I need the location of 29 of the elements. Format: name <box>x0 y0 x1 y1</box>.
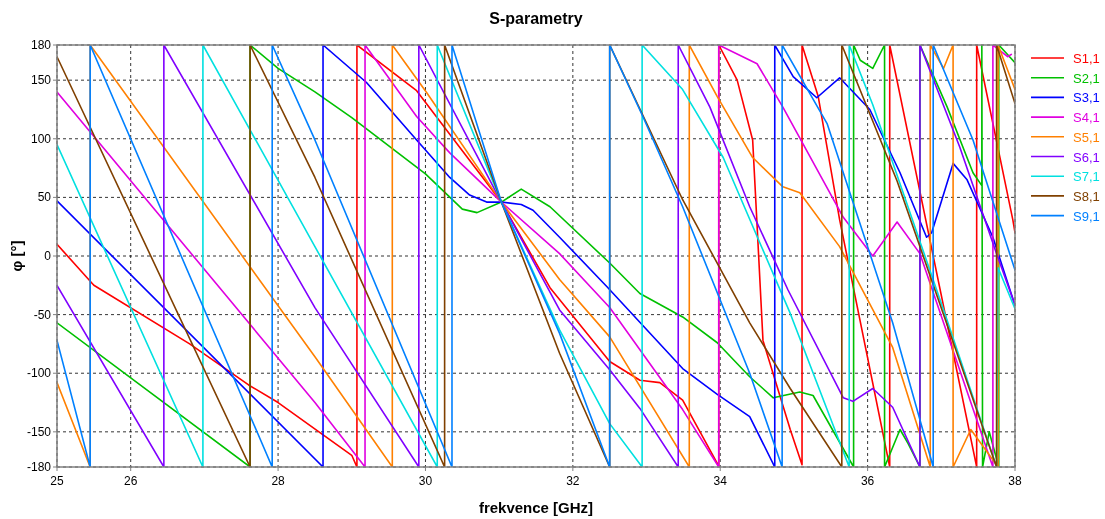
y-tick-label: 50 <box>37 190 52 205</box>
legend-label: S2,1 <box>1073 70 1100 86</box>
legend-label: S7,1 <box>1073 169 1100 185</box>
x-tick-label: 25 <box>50 474 64 488</box>
y-tick-label: 150 <box>30 73 52 88</box>
x-tick-label: 28 <box>271 474 286 488</box>
y-tick-label: -180 <box>26 460 52 474</box>
x-axis-title: frekvence [GHz] <box>478 499 594 516</box>
y-tick-label: -150 <box>26 424 52 439</box>
x-tick-label: 34 <box>713 474 728 488</box>
legend-label: S6,1 <box>1073 149 1100 165</box>
x-tick-label: 38 <box>1008 474 1022 488</box>
y-tick-label: 180 <box>30 38 52 52</box>
y-tick-label: 0 <box>44 249 52 263</box>
legend-label: S4,1 <box>1073 110 1100 126</box>
x-tick-label: 30 <box>418 474 433 488</box>
legend-label: S8,1 <box>1073 188 1100 204</box>
y-tick-label: 100 <box>30 131 52 146</box>
y-axis-title: φ [°] <box>8 240 25 272</box>
y-tick-label: -100 <box>26 366 52 381</box>
x-tick-label: 32 <box>566 474 580 488</box>
legend-label: S3,1 <box>1073 90 1100 106</box>
chart-title: S-parametry <box>489 10 583 27</box>
x-tick-label: 36 <box>860 474 875 488</box>
x-tick-label: 26 <box>124 474 138 488</box>
legend-label: S5,1 <box>1073 129 1100 145</box>
legend-label: S1,1 <box>1073 51 1100 66</box>
y-tick-label: -50 <box>33 307 52 322</box>
legend-label: S9,1 <box>1073 208 1100 224</box>
